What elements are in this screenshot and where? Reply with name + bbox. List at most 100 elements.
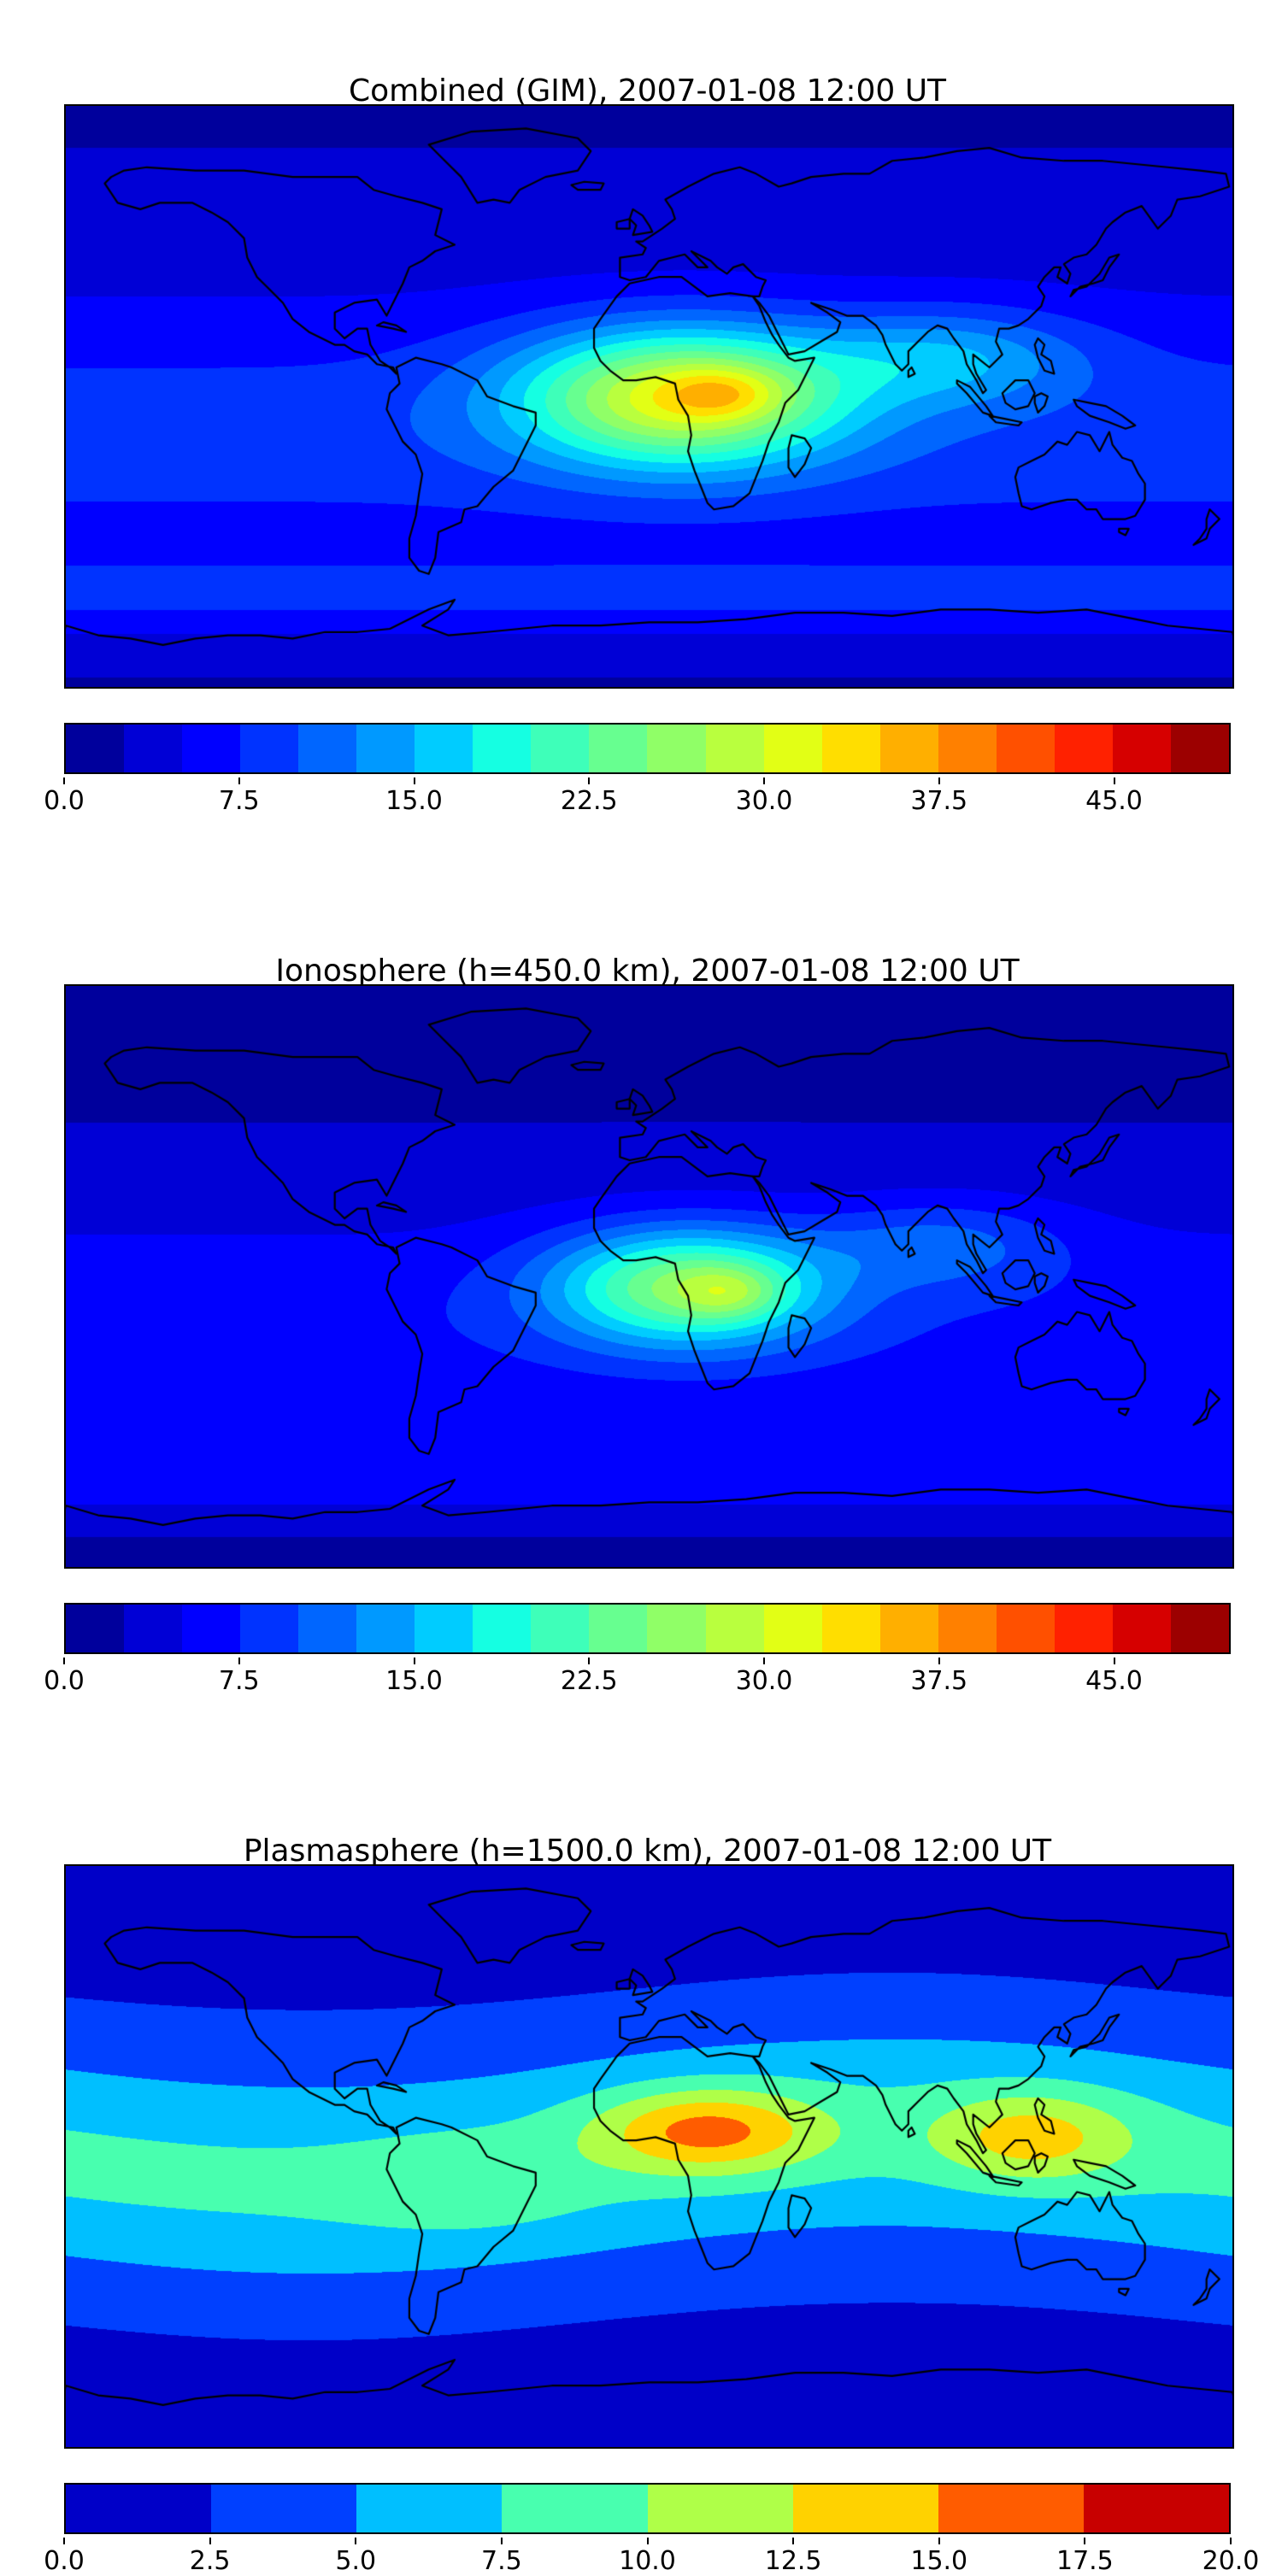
colorbar-segment [1083,2485,1229,2532]
colorbar-tick [938,777,940,784]
colorbar-plasmasphere [64,2483,1231,2534]
panel-ionosphere: Ionosphere (h=450.0 km), 2007-01-08 12:0… [0,921,1282,1696]
colorbar-segment [240,1605,299,1652]
colorbar-segment [298,1605,357,1652]
map-canvas-combined [66,106,1232,687]
colorbar-segment [298,725,357,772]
map-plasmasphere [64,1864,1234,2449]
colorbar-segment [938,1605,997,1652]
colorbar-tick-label: 2.5 [189,2546,231,2576]
colorbar-tick [63,777,65,784]
map-canvas-ionosphere [66,986,1232,1567]
colorbar-tick-label: 7.5 [218,1666,260,1696]
colorbar-tick [1113,777,1115,784]
colorbar-tick-label: 30.0 [735,786,793,816]
colorbar-tick-label: 45.0 [1085,1666,1143,1696]
colorbar-ionosphere [64,1603,1231,1654]
colorbar-tick-label: 15.0 [385,1666,443,1696]
colorbar-segment [1170,1605,1229,1652]
panel-plasmasphere: Plasmasphere (h=1500.0 km), 2007-01-08 1… [0,1801,1282,2576]
colorbar-tick-label: 30.0 [735,1666,793,1696]
colorbar-tick [1230,2538,1232,2544]
colorbar-segment [821,1605,880,1652]
colorbar-segment [938,2485,1084,2532]
colorbar-segment [647,725,706,772]
colorbar-segment [1112,725,1171,772]
colorbar-tick [63,2538,65,2544]
colorbar-segment [415,725,473,772]
colorbar-segment [66,725,125,772]
colorbar-tick [413,777,415,784]
colorbar-tick [1113,1658,1115,1664]
colorbar-tick-label: 0.0 [44,786,85,816]
colorbar-segment [996,725,1055,772]
colorbar-segment [531,725,590,772]
colorbar-tick [355,2538,357,2544]
colorbar-segment [66,2485,212,2532]
colorbar-segment [705,725,764,772]
colorbar-tick-label: 22.5 [560,786,618,816]
map-combined [64,104,1234,689]
colorbar-segment [182,725,241,772]
colorbar-segment [211,2485,357,2532]
colorbar-tick-label: 7.5 [218,786,260,816]
panel-title-ionosphere: Ionosphere (h=450.0 km), 2007-01-08 12:0… [275,954,1020,989]
map-ionosphere [64,984,1234,1569]
colorbar-segment [1170,725,1229,772]
colorbar-tick-label: 22.5 [560,1666,618,1696]
colorbar-axis-ionosphere: 0.0 7.5 15.0 22.5 30.0 37.5 45.0 [44,1658,1231,1696]
colorbar-segment [531,1605,590,1652]
colorbar-tick-label: 37.5 [910,786,968,816]
colorbar-segment [473,725,532,772]
panel-title-plasmasphere: Plasmasphere (h=1500.0 km), 2007-01-08 1… [243,1834,1052,1869]
colorbar-segment [356,2485,503,2532]
colorbar-tick [763,1658,765,1664]
panel-combined-gim: Combined (GIM), 2007-01-08 12:00 UT 0.0 7… [0,41,1282,816]
colorbar-segment [647,2485,793,2532]
colorbar-tick [763,777,765,784]
colorbar-segment [1054,725,1113,772]
colorbar-tick [588,1658,591,1664]
colorbar-segment [821,725,880,772]
colorbar-tick [413,1658,415,1664]
map-canvas-plasmasphere [66,1866,1232,2447]
colorbar-segment [996,1605,1055,1652]
colorbar-segment [124,725,183,772]
panel-title-combined: Combined (GIM), 2007-01-08 12:00 UT [348,73,947,109]
colorbar-tick-label: 0.0 [44,1666,85,1696]
colorbar-segment [415,1605,473,1652]
colorbar-tick [588,777,591,784]
colorbar-segment [1054,1605,1113,1652]
colorbar-tick-label: 20.0 [1202,2546,1260,2576]
colorbar-segment [1112,1605,1171,1652]
colorbar-segment [589,1605,648,1652]
colorbar-tick-label: 12.5 [764,2546,822,2576]
colorbar-segment [763,1605,822,1652]
colorbar-combined [64,723,1231,774]
colorbar-tick [792,2538,795,2544]
colorbar-segment [938,725,997,772]
colorbar-segment [647,1605,706,1652]
colorbar-segment [124,1605,183,1652]
colorbar-tick-label: 15.0 [910,2546,968,2576]
colorbar-tick-label: 15.0 [385,786,443,816]
colorbar-segment [240,725,299,772]
colorbar-segment [589,725,648,772]
colorbar-segment [502,2485,648,2532]
colorbar-tick-label: 0.0 [44,2546,85,2576]
colorbar-tick [938,2538,940,2544]
colorbar-tick [238,1658,240,1664]
colorbar-tick-label: 17.5 [1056,2546,1114,2576]
colorbar-segment [473,1605,532,1652]
colorbar-tick-label: 37.5 [910,1666,968,1696]
colorbar-segment [705,1605,764,1652]
colorbar-segment [792,2485,938,2532]
colorbar-tick-label: 10.0 [619,2546,676,2576]
colorbar-segment [879,1605,938,1652]
colorbar-tick [209,2538,211,2544]
colorbar-segment [66,1605,125,1652]
colorbar-axis-plasmasphere: 0.0 2.5 5.0 7.5 10.0 12.5 15.0 17.5 20.0 [44,2538,1259,2576]
colorbar-tick-label: 45.0 [1085,786,1143,816]
colorbar-axis-combined: 0.0 7.5 15.0 22.5 30.0 37.5 45.0 [44,777,1231,816]
